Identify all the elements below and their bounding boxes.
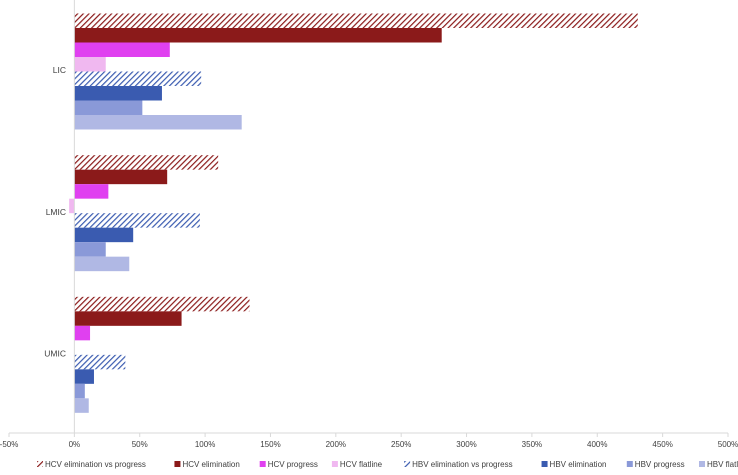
bar-lic-hcv-elimination xyxy=(74,28,442,43)
legend-item: HCV flatline xyxy=(331,460,383,469)
legend-swatch xyxy=(174,461,181,467)
bar-umic-hbv-progress xyxy=(74,383,85,399)
legend-item: HBV progress xyxy=(626,460,685,469)
bar-umic-hbv-elimination xyxy=(74,369,94,384)
x-tick-label: 300% xyxy=(456,440,476,449)
bar-lmic-hbv-flatline xyxy=(74,256,130,272)
x-tick-label: 200% xyxy=(326,440,346,449)
bar-lic-hcv-elimination-vs-progress xyxy=(74,13,638,28)
bar-lic-hbv-progress xyxy=(74,100,143,115)
legend-item: HBV elimination xyxy=(541,460,607,469)
x-tick-label: 0% xyxy=(69,440,81,449)
legend-label: HBV flatline xyxy=(707,460,738,469)
legend-label: HCV progress xyxy=(268,460,318,469)
legend-item: HCV progress xyxy=(259,460,318,469)
bar-umic-hcv-progress xyxy=(74,325,91,341)
bar-lic-hcv-flatline xyxy=(74,57,106,72)
legend-label: HCV elimination xyxy=(182,460,239,469)
legend: HCV elimination vs progress HCV eliminati… xyxy=(37,460,738,469)
legend-swatch xyxy=(37,461,43,467)
x-tick-label: 350% xyxy=(522,440,542,449)
legend-item: HCV elimination vs progress xyxy=(37,460,146,469)
category-label-lic: LIC xyxy=(53,65,66,75)
category-label-umic: UMIC xyxy=(44,348,66,358)
legend-swatch xyxy=(404,461,411,467)
bar-lic-hbv-elimination-vs-progress xyxy=(74,71,202,86)
category-labels: LIC LMIC UMIC xyxy=(44,65,66,358)
bar-lmic-hcv-progress xyxy=(74,184,109,199)
bar-lmic-hcv-flatline xyxy=(69,198,75,214)
legend-label: HBV progress xyxy=(635,460,685,469)
x-tick-label: 400% xyxy=(587,440,607,449)
legend-swatch xyxy=(259,461,266,467)
legend-item: HBV flatline xyxy=(699,460,738,469)
legend-label: HCV elimination vs progress xyxy=(45,460,146,469)
legend-label: HBV elimination vs progress xyxy=(412,460,512,469)
bar-umic-hbv-elimination-vs-progress xyxy=(74,354,126,370)
x-tick-label: 100% xyxy=(195,440,215,449)
legend-item: HBV elimination vs progress xyxy=(404,460,513,469)
legend-swatch xyxy=(331,461,338,467)
x-tick-label: 500% xyxy=(718,440,738,449)
legend-swatch xyxy=(626,461,633,467)
bar-lic-hcv-progress xyxy=(74,42,170,57)
legend-swatch xyxy=(699,461,705,467)
legend-swatch xyxy=(541,461,548,467)
bar-lmic-hcv-elimination xyxy=(74,169,168,185)
bar-lmic-hcv-elimination-vs-progress xyxy=(74,155,219,170)
x-tick-label: 450% xyxy=(652,440,672,449)
x-axis-ticks: -50% 0% 50% 100% 150% 200% 250% 300% 350% 400% 450… xyxy=(0,433,738,449)
bar-group xyxy=(69,13,638,413)
bar-umic-hcv-elimination-vs-progress xyxy=(74,296,250,312)
category-label-lmic: LMIC xyxy=(46,207,66,217)
bar-umic-hcv-elimination xyxy=(74,311,182,326)
bar-umic-hbv-flatline xyxy=(74,398,89,413)
bar-lic-hbv-elimination xyxy=(74,86,162,101)
bar-lmic-hbv-elimination xyxy=(74,227,134,243)
bar-lmic-hbv-elimination-vs-progress xyxy=(74,213,200,228)
legend-label: HBV elimination xyxy=(550,460,607,469)
bar-lic-hbv-flatline xyxy=(74,115,242,130)
x-tick-label: 50% xyxy=(132,440,148,449)
x-tick-label: -50% xyxy=(0,440,18,449)
bar-lmic-hbv-progress xyxy=(74,242,106,257)
legend-item: HCV elimination xyxy=(174,460,240,469)
x-tick-label: 150% xyxy=(260,440,280,449)
legend-label: HCV flatline xyxy=(340,460,383,469)
x-tick-label: 250% xyxy=(391,440,411,449)
